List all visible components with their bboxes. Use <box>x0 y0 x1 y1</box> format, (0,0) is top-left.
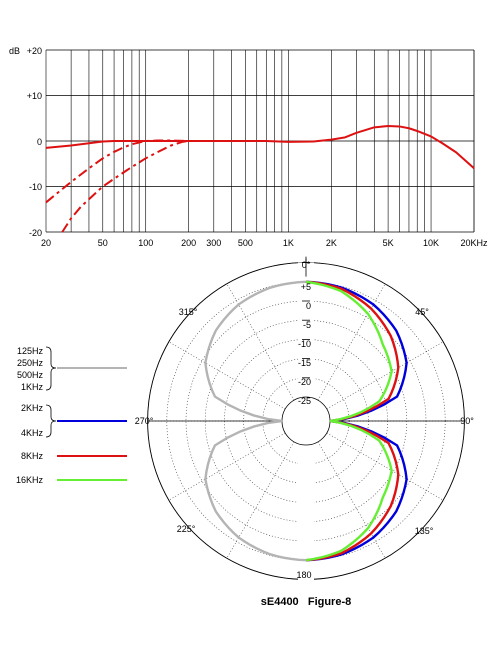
x-tick-label: 5K <box>383 238 394 248</box>
legend-label: 125Hz <box>17 346 44 356</box>
y-tick-label: 0 <box>37 137 42 147</box>
polar-spoke <box>226 441 295 559</box>
legend-label: 2KHz <box>21 403 44 413</box>
polar-spoke <box>226 283 295 401</box>
polar-angle-labels: 0° 45° 90° 135° 180 225° 270° 315° <box>135 260 475 580</box>
polar-curve <box>305 280 393 562</box>
radial-tick-label: -25 <box>298 396 311 406</box>
y-tick-label: +10 <box>27 91 42 101</box>
polar-spoke <box>317 283 386 401</box>
x-tick-label: 10K <box>423 238 439 248</box>
polar-spoke <box>168 432 286 501</box>
x-tick-label: 20 <box>41 238 51 248</box>
x-tick-label: 100 <box>138 238 153 248</box>
radial-tick-label: -20 <box>298 377 311 387</box>
angle-label-225: 225° <box>177 524 196 534</box>
y-axis-unit-label: dB <box>9 46 20 56</box>
angle-label-180: 180 <box>296 570 311 580</box>
angle-label-135: 135° <box>415 526 434 536</box>
legend-label: 500Hz <box>17 370 44 380</box>
polar-curves <box>204 280 408 562</box>
response-curve-dashed <box>61 140 214 233</box>
polar-curve <box>204 280 307 562</box>
x-tick-label: 20KHz <box>460 238 488 248</box>
angle-label-45: 45° <box>415 307 429 317</box>
legend: 125Hz 250Hz 500Hz 1KHz 2KHz 4KHz 8KHz 16… <box>16 346 127 485</box>
radial-tick-label: -5 <box>303 320 311 330</box>
angle-label-315: 315° <box>179 307 198 317</box>
polar-spoke <box>317 441 386 559</box>
angle-label-0: 0° <box>302 260 311 270</box>
legend-label: 250Hz <box>17 358 44 368</box>
radial-tick-label: 0 <box>306 301 311 311</box>
response-curve-solid <box>45 124 475 170</box>
legend-label: 16KHz <box>16 475 44 485</box>
x-tick-label: 2K <box>326 238 337 248</box>
frequency-response-x-tick-labels: 20 50 100 200 300 500 1K 2K 5K 10K 20KHz <box>41 238 488 248</box>
polar-spoke <box>168 341 286 410</box>
x-tick-label: 200 <box>181 238 196 248</box>
y-tick-label: -10 <box>29 182 42 192</box>
radial-tick-label: -15 <box>298 358 311 368</box>
angle-label-90: 90° <box>460 416 474 426</box>
radial-tick-label: -10 <box>298 339 311 349</box>
x-tick-label: 1K <box>283 238 294 248</box>
x-tick-label: 50 <box>98 238 108 248</box>
response-curve-dashed <box>45 139 246 204</box>
legend-brace <box>45 404 57 438</box>
y-tick-label: -20 <box>29 228 42 238</box>
legend-brace <box>45 346 57 391</box>
angle-label-270: 270° <box>135 416 154 426</box>
frequency-response-curves <box>45 124 475 233</box>
x-tick-label: 500 <box>238 238 253 248</box>
figure-caption: sE4400 Figure-8 <box>261 596 352 608</box>
y-tick-label: +20 <box>27 46 42 56</box>
x-tick-label: 300 <box>206 238 221 248</box>
radial-tick-label: +5 <box>301 282 311 292</box>
legend-label: 8KHz <box>21 451 44 461</box>
polar-grid <box>147 256 465 584</box>
legend-label: 1KHz <box>21 382 44 392</box>
legend-label: 4KHz <box>21 428 44 438</box>
polar-radial-tick-labels: +5 0 -5 -10 -15 -20 -25 <box>298 282 311 406</box>
frequency-response-y-tick-labels: dB +20 +10 0 -10 -20 <box>9 46 42 238</box>
